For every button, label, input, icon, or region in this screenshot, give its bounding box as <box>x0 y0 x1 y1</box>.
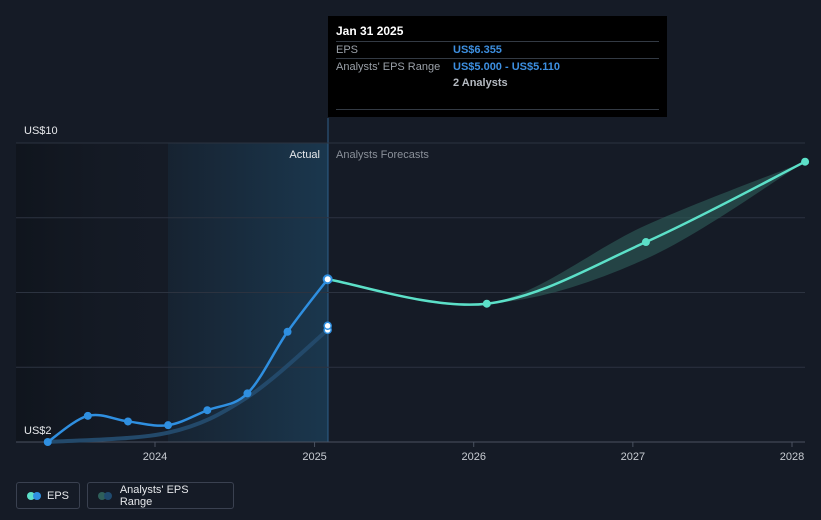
tooltip-divider <box>336 109 659 110</box>
x-tick-label: 2028 <box>780 451 804 463</box>
tooltip-analysts: 2 Analysts <box>453 77 508 89</box>
eps-forecast-point <box>641 238 650 247</box>
tooltip-eps-row: EPS US$6.355 <box>336 41 659 59</box>
legend-eps[interactable]: EPS <box>16 482 80 509</box>
eps-actual-point <box>83 411 92 420</box>
eps-actual-point <box>164 421 173 430</box>
eps-forecast-point <box>801 157 810 166</box>
range-legend-icon <box>98 491 113 500</box>
eps-forecast-line <box>327 160 806 306</box>
forecast-label: Analysts Forecasts <box>336 149 429 161</box>
legend-eps-label: EPS <box>46 489 69 502</box>
eps-current-point <box>322 274 333 285</box>
tooltip-eps-value: US$6.355 <box>453 44 502 56</box>
x-tick-label: 2027 <box>621 451 645 463</box>
x-tick-label: 2025 <box>302 451 326 463</box>
forecast-range-area <box>327 161 806 306</box>
eps-legend-icon <box>27 491 41 500</box>
y-tick-top: US$10 <box>24 125 58 137</box>
tooltip-range-value: US$5.000 - US$5.110 <box>453 61 561 73</box>
eps-actual-point <box>123 417 132 426</box>
x-tick-label: 2026 <box>461 451 485 463</box>
tooltip-eps-label: EPS <box>336 44 359 56</box>
tooltip-analysts-row: 2 Analysts <box>336 75 659 92</box>
x-tick-label: 2024 <box>143 451 167 463</box>
eps-actual-point <box>243 389 252 398</box>
legend-range-label: Analysts' EPS Range <box>119 483 189 508</box>
tooltip: Jan 31 2025 EPS US$6.355 Analysts' EPS R… <box>328 16 667 117</box>
eps-actual-point <box>203 406 212 415</box>
tooltip-range-row: Analysts' EPS Range US$5.000 - US$5.110 <box>336 58 659 76</box>
past-range-line <box>45 327 330 444</box>
range-marker-point <box>323 321 332 331</box>
eps-actual-point <box>43 438 52 446</box>
tooltip-range-label: Analysts' EPS Range <box>336 61 441 73</box>
eps-forecast-point <box>482 299 491 308</box>
y-tick-bottom: US$2 <box>24 425 52 437</box>
eps-actual-point <box>283 327 292 336</box>
tooltip-date: Jan 31 2025 <box>336 24 404 38</box>
actual-label: Actual <box>289 149 320 161</box>
legend-range[interactable]: Analysts' EPS Range <box>87 482 234 509</box>
